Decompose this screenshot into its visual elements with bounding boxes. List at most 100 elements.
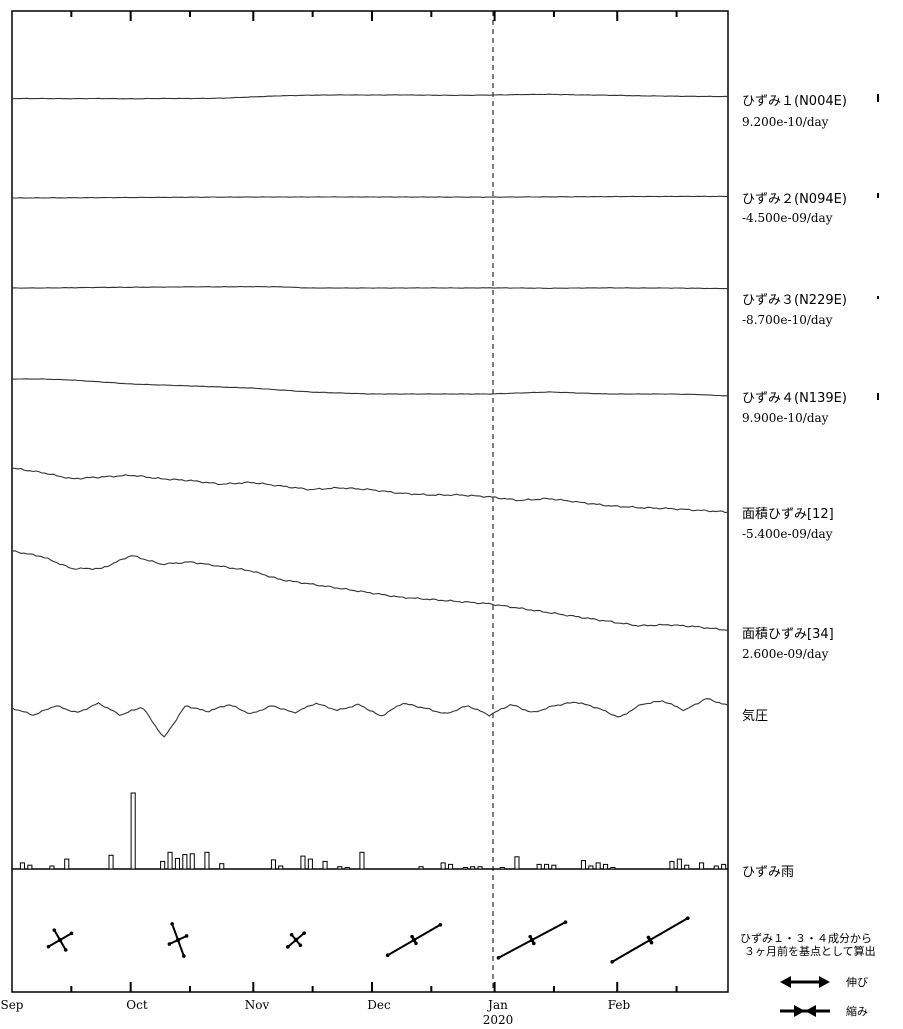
strain-marker xyxy=(610,916,690,964)
rain-bar xyxy=(418,866,424,870)
rain-bar xyxy=(477,866,483,870)
legend-contraction-label: 縮み xyxy=(846,1004,868,1018)
strain-axis-legend: 伸び 縮み xyxy=(780,976,868,1018)
series-line-2 xyxy=(12,195,729,199)
rain-bar xyxy=(344,867,350,870)
rain-bar xyxy=(470,866,476,870)
rain-bar xyxy=(448,863,454,870)
strain-marker-center xyxy=(175,937,181,943)
rain-bar xyxy=(699,862,705,870)
series-rate-strain-2: -4.500e-09/day xyxy=(742,211,833,225)
month-label-nov: Nov xyxy=(245,998,270,1012)
strain-marker-head xyxy=(184,934,189,938)
strain-marker-head xyxy=(170,922,174,926)
series-line-1 xyxy=(11,93,729,100)
scale-bar-strain-2 xyxy=(877,193,879,198)
rain-bar xyxy=(544,863,550,870)
rain-bar xyxy=(189,853,195,870)
strain-marker-head xyxy=(528,934,533,939)
rain-bar xyxy=(337,866,343,870)
series-line-7 xyxy=(11,698,729,738)
rain-bar xyxy=(610,867,616,870)
series-label-strain-2: ひずみ２(N094E) xyxy=(742,192,847,207)
rain-bar xyxy=(536,863,542,870)
scale-bars xyxy=(877,94,879,400)
series-rate-areal-34: 2.600e-09/day xyxy=(742,647,829,661)
rain-bar xyxy=(307,858,313,870)
rain-bar xyxy=(359,851,365,870)
rain-bar xyxy=(499,867,505,870)
rain-bar xyxy=(603,863,609,870)
series-label-areal-34: 面積ひずみ[34] xyxy=(742,627,834,642)
series-rate-strain-4: 9.900e-10/day xyxy=(742,411,829,425)
series-labels: ひずみ１(N004E) 9.200e-10/day ひずみ２(N094E) -4… xyxy=(742,94,847,880)
series-line-6 xyxy=(11,550,729,632)
strain-marker-head xyxy=(167,942,172,946)
strain-marker-head xyxy=(69,931,74,936)
scale-bar-strain-3 xyxy=(877,296,879,299)
month-ticks xyxy=(70,11,678,992)
rain-bar xyxy=(108,854,114,870)
strain-marker xyxy=(385,923,443,957)
rain-bar xyxy=(300,855,306,870)
rain-bar xyxy=(182,854,188,870)
rain-bar xyxy=(514,856,520,870)
legend-extension-label: 伸び xyxy=(846,976,868,989)
plot-border xyxy=(11,10,729,993)
rain-bar xyxy=(322,860,328,870)
rain-bar xyxy=(160,860,166,870)
rain-bar xyxy=(595,862,601,870)
rain-bar xyxy=(278,865,284,870)
series-label-rainfall: ひずみ雨 xyxy=(742,865,794,880)
series-line-5 xyxy=(11,467,729,514)
rain-bar xyxy=(684,864,690,870)
rain-bar xyxy=(440,862,446,870)
rain-bar xyxy=(130,792,136,870)
rain-bar xyxy=(167,851,173,870)
rain-bar xyxy=(676,858,682,870)
month-label-oct: Oct xyxy=(126,998,148,1012)
strain-marker-center xyxy=(293,937,299,943)
rain-bar xyxy=(270,859,276,870)
strain-marker-head xyxy=(46,944,51,949)
strain-marker-head xyxy=(385,953,390,957)
series-label-pressure: 気圧 xyxy=(742,708,768,724)
rain-bar xyxy=(204,851,210,870)
series-rate-strain-3: -8.700e-10/day xyxy=(742,313,833,327)
strain-marker-center xyxy=(647,937,653,943)
legend-contraction-arrow-icon xyxy=(780,1005,830,1017)
strain-marker-head xyxy=(286,945,290,949)
strain-axis-note: ひずみ１・３・４成分から ３ヶ月前を基点として算出 xyxy=(740,932,876,958)
strain-marker-head xyxy=(302,931,306,935)
rain-bar xyxy=(49,865,55,870)
strain-marker xyxy=(167,922,189,958)
strain-marker-head xyxy=(52,928,57,932)
strain-marker-head xyxy=(610,960,614,964)
strain-marker-head xyxy=(298,943,303,948)
strain-marker-center xyxy=(57,937,63,943)
series-rate-areal-12: -5.400e-09/day xyxy=(742,527,833,541)
rain-bar xyxy=(19,862,25,870)
rain-bar xyxy=(580,860,587,870)
month-label-sep: Sep xyxy=(0,998,23,1012)
scale-bar-strain-4 xyxy=(877,393,879,400)
rainfall-bars xyxy=(19,792,727,870)
rain-bar xyxy=(174,857,180,870)
strain-marker-center xyxy=(411,937,417,943)
strain-marker xyxy=(46,928,74,952)
strain-marker xyxy=(496,920,568,960)
legend-extension-arrow-icon xyxy=(780,976,830,988)
strain-marker-head xyxy=(496,956,501,960)
strain-marker-head xyxy=(563,920,568,924)
strain-series xyxy=(11,93,729,738)
series-label-strain-3: ひずみ３(N229E) xyxy=(742,293,847,308)
strain-note-line-1: ひずみ１・３・４成分から xyxy=(740,932,872,945)
rain-bar xyxy=(669,860,675,870)
series-rate-strain-1: 9.200e-10/day xyxy=(742,115,829,129)
strain-marker-head xyxy=(289,932,294,937)
series-label-strain-1: ひずみ１(N004E) xyxy=(742,94,847,109)
month-label-jan: Jan xyxy=(486,998,508,1012)
series-line-4 xyxy=(11,378,729,397)
scale-bar-strain-1 xyxy=(877,94,879,102)
